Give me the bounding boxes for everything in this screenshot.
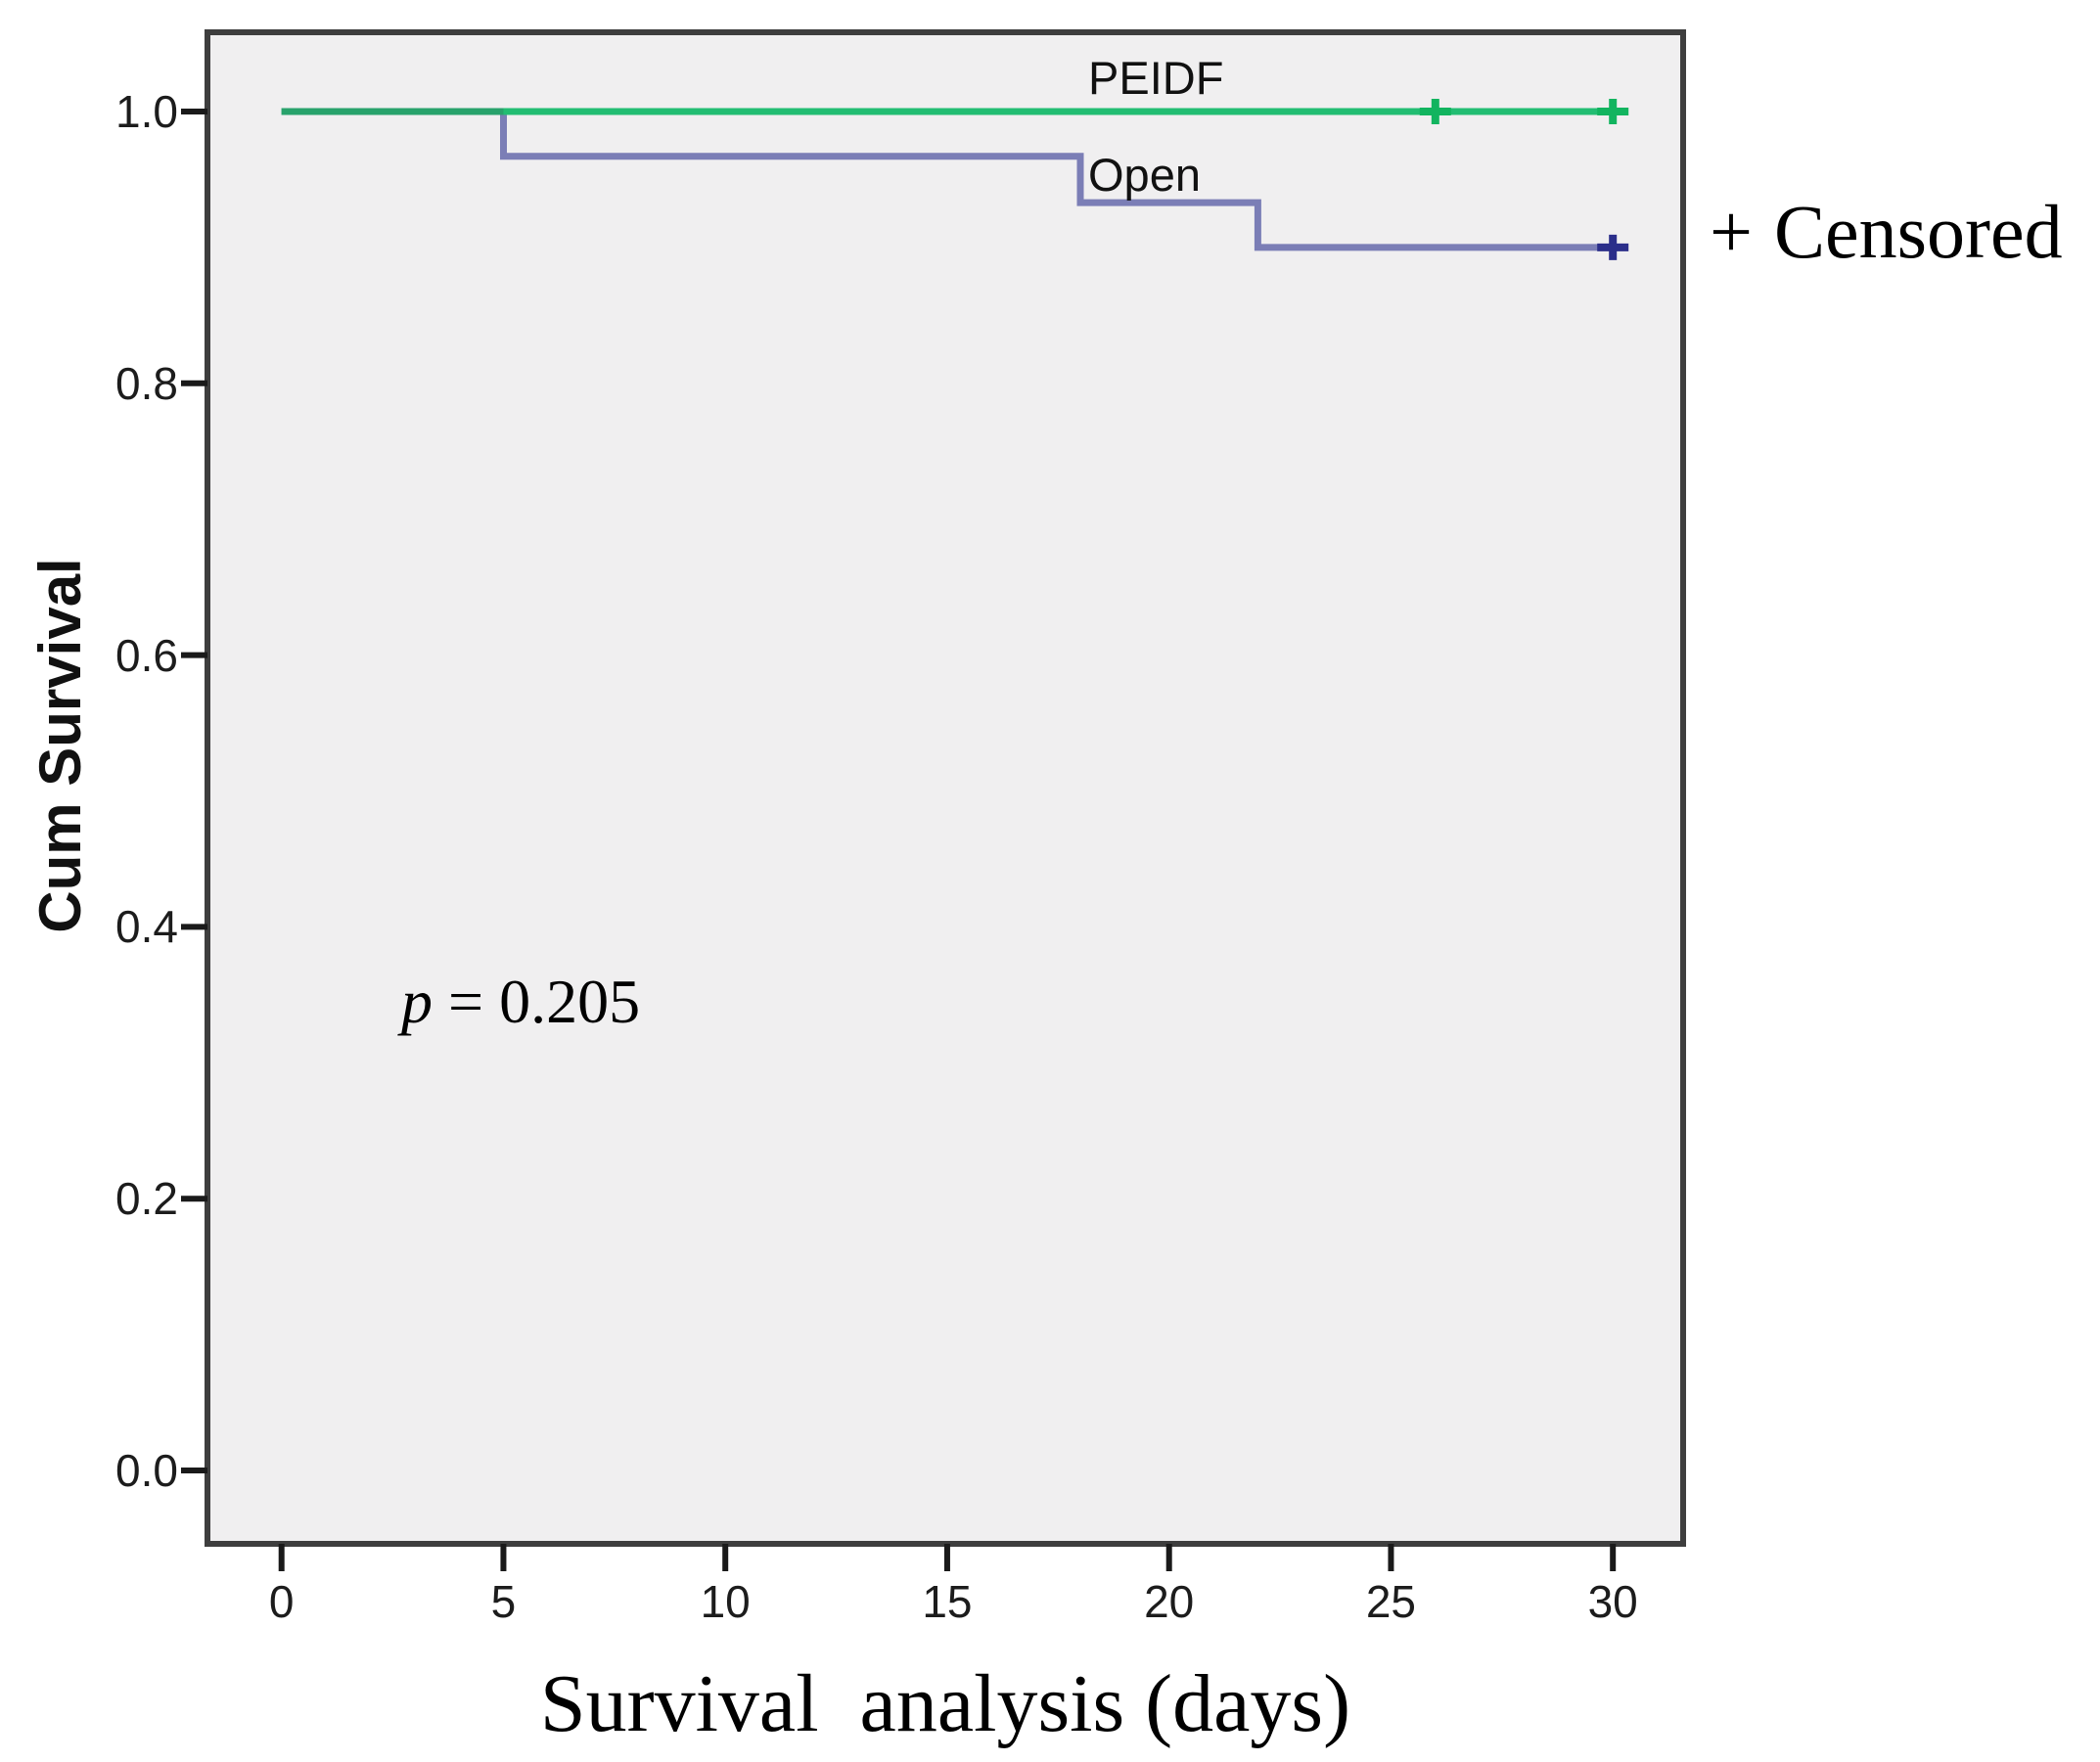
x-tick-label: 20: [1144, 1576, 1195, 1627]
p-value-text: = 0.205: [433, 967, 641, 1036]
series-label-open: Open: [1088, 149, 1201, 201]
x-tick-label: 10: [700, 1576, 751, 1627]
survival-step-lines: [281, 108, 1614, 251]
plus-censored-icon: +: [1710, 189, 1753, 274]
x-tick-label: 15: [922, 1576, 973, 1627]
x-axis-title: Survival analysis (days): [539, 1658, 1351, 1749]
x-tick-label: 30: [1587, 1576, 1638, 1627]
p-value-annotation: p = 0.205: [339, 908, 640, 1096]
y-tick-label: 0.4: [115, 901, 178, 953]
series-label-peidf: PEIDF: [1088, 52, 1224, 104]
y-tick-label: 1.0: [115, 86, 178, 137]
censored-legend: + Censored: [1710, 194, 2063, 270]
y-tick-label: 0.2: [115, 1173, 178, 1225]
x-tick-label: 0: [268, 1576, 295, 1627]
y-tick-label: 0.8: [115, 357, 178, 409]
y-tick-label: 0.0: [115, 1445, 178, 1496]
censored-legend-label: Censored: [1774, 189, 2063, 274]
censored-plus-marks: [1419, 99, 1629, 260]
axis-tick-marks: [181, 109, 1617, 1571]
plot-area: [205, 29, 1686, 1547]
survival-curve-open: [281, 108, 1614, 251]
y-axis-title: Cum Survival: [27, 558, 93, 933]
x-tick-label: 5: [490, 1576, 517, 1627]
y-tick-label: 0.6: [115, 629, 178, 681]
p-symbol: p: [401, 967, 433, 1036]
x-tick-label: 25: [1365, 1576, 1417, 1627]
